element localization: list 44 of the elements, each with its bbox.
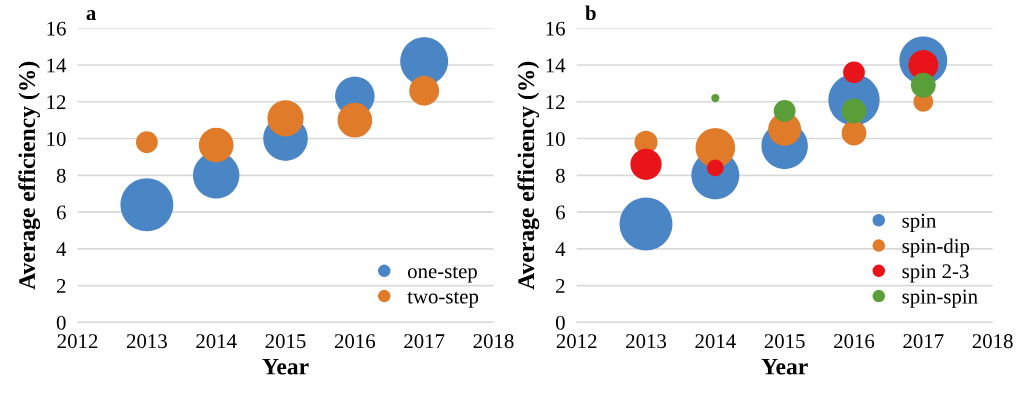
x-tick-label: 2015 — [265, 334, 306, 349]
y-tick-label: 2 — [556, 279, 565, 293]
y-tick-label: 4 — [56, 242, 67, 257]
x-tick-label: 2017 — [903, 334, 944, 349]
y-tick-label: 6 — [556, 205, 565, 220]
chart-title: a — [86, 10, 96, 21]
x-tick-label: 2014 — [196, 334, 237, 349]
x-tick-label: 2012 — [556, 334, 597, 349]
x-axis-title: Year — [262, 358, 309, 375]
legend-label: spin — [902, 213, 937, 233]
x-tick-label: 2018 — [972, 334, 1013, 349]
x-tick-label: 2017 — [404, 334, 445, 349]
legend-label: two-step — [407, 291, 479, 308]
x-tick-label: 2013 — [126, 334, 167, 349]
x-tick-label: 2012 — [57, 334, 98, 349]
y-tick-label: 2 — [56, 279, 66, 293]
legend-label: spin-dip — [902, 238, 970, 258]
chart-title: b — [585, 5, 596, 21]
y-tick-label: 4 — [555, 242, 566, 257]
y-tick-label: 8 — [56, 168, 66, 183]
y-tick-label: 16 — [47, 21, 66, 36]
y-tick-label: 8 — [555, 168, 565, 183]
x-tick-label: 2015 — [764, 334, 805, 349]
y-tick-label: 14 — [47, 58, 67, 73]
y-tick-label: 14 — [546, 58, 566, 73]
y-tick-label: 10 — [546, 131, 565, 146]
legend-label: spin-spin — [902, 289, 978, 308]
y-tick-label: 12 — [546, 95, 565, 109]
x-tick-label: 2016 — [334, 334, 376, 349]
y-tick-label: 6 — [56, 205, 66, 220]
x-axis-title: Year — [761, 358, 808, 375]
legend-label: one-step — [407, 266, 477, 283]
y-axis-title: Average efficiency (%) — [517, 61, 540, 290]
x-tick-label: 2016 — [834, 334, 875, 349]
y-tick-label: 0 — [56, 315, 66, 330]
y-tick-label: 10 — [47, 131, 66, 146]
y-tick-label: 16 — [546, 21, 565, 36]
y-tick-label: 0 — [555, 315, 565, 330]
x-tick-label: 2013 — [626, 334, 667, 349]
y-tick-label: 12 — [47, 95, 66, 109]
x-tick-label: 2014 — [695, 334, 736, 349]
x-tick-label: 2018 — [473, 334, 514, 349]
y-axis-title: Average efficiency (%) — [18, 61, 41, 290]
legend-label: spin 2-3 — [902, 264, 969, 283]
